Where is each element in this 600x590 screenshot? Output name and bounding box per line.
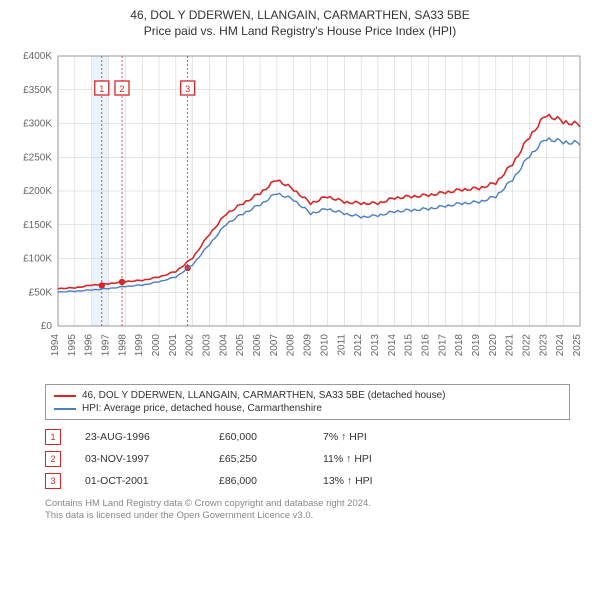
xtick-label: 2016 bbox=[420, 334, 431, 357]
xtick-label: 2014 bbox=[387, 334, 398, 357]
xtick-label: 2017 bbox=[437, 334, 448, 357]
event-price: £86,000 bbox=[219, 475, 299, 487]
xtick-label: 2010 bbox=[319, 334, 330, 357]
event-pct: 13% ↑ HPI bbox=[323, 475, 413, 487]
chart-title: 46, DOL Y DDERWEN, LLANGAIN, CARMARTHEN,… bbox=[0, 0, 600, 42]
event-pct: 11% ↑ HPI bbox=[323, 453, 413, 465]
ytick-label: £200K bbox=[23, 186, 52, 197]
ytick-label: £350K bbox=[23, 85, 52, 96]
xtick-label: 2023 bbox=[538, 334, 549, 357]
xtick-label: 1995 bbox=[67, 334, 78, 357]
event-badge-num: 2 bbox=[119, 84, 124, 94]
xtick-label: 2025 bbox=[572, 334, 583, 357]
xtick-label: 2024 bbox=[555, 334, 566, 357]
title-line-2: Price paid vs. HM Land Registry's House … bbox=[0, 24, 600, 38]
xtick-label: 2006 bbox=[252, 334, 263, 357]
legend-label: HPI: Average price, detached house, Carm… bbox=[82, 403, 322, 414]
event-badge-num: 1 bbox=[99, 84, 104, 94]
event-pct: 7% ↑ HPI bbox=[323, 431, 413, 443]
xtick-label: 2001 bbox=[168, 334, 179, 357]
xtick-label: 2015 bbox=[404, 334, 415, 357]
xtick-label: 1999 bbox=[134, 334, 145, 357]
legend: 46, DOL Y DDERWEN, LLANGAIN, CARMARTHEN,… bbox=[45, 384, 570, 420]
xtick-label: 2003 bbox=[202, 334, 213, 357]
ytick-label: £0 bbox=[41, 321, 53, 332]
chart-svg: £0 £50K £100K £150K £200K £250K £300K £350K £400… bbox=[10, 46, 590, 376]
xtick-label: 1994 bbox=[50, 334, 61, 357]
event-row-badge: 2 bbox=[45, 451, 61, 467]
xtick-label: 2008 bbox=[286, 334, 297, 357]
xtick-label: 1998 bbox=[117, 334, 128, 357]
footer-line-1: Contains HM Land Registry data © Crown c… bbox=[45, 498, 570, 510]
xtick-label: 1996 bbox=[84, 334, 95, 357]
xtick-label: 2012 bbox=[353, 334, 364, 357]
series-hpi bbox=[58, 138, 580, 292]
xtick-label: 2018 bbox=[454, 334, 465, 357]
event-price: £65,250 bbox=[219, 453, 299, 465]
legend-item: 46, DOL Y DDERWEN, LLANGAIN, CARMARTHEN,… bbox=[54, 389, 561, 402]
event-row: 3 01-OCT-2001 £86,000 13% ↑ HPI bbox=[45, 470, 570, 492]
legend-swatch bbox=[54, 395, 76, 397]
event-row: 1 23-AUG-1996 £60,000 7% ↑ HPI bbox=[45, 426, 570, 448]
footer: Contains HM Land Registry data © Crown c… bbox=[45, 498, 570, 523]
footer-line-2: This data is licensed under the Open Gov… bbox=[45, 510, 570, 522]
ytick-label: £250K bbox=[23, 152, 52, 163]
event-table: 1 23-AUG-1996 £60,000 7% ↑ HPI 2 03-NOV-1997 £… bbox=[45, 426, 570, 492]
event-row-badge: 3 bbox=[45, 473, 61, 489]
xtick-label: 2007 bbox=[269, 334, 280, 357]
ytick-label: £150K bbox=[23, 220, 52, 231]
xtick-label: 1997 bbox=[101, 334, 112, 357]
xtick-label: 2013 bbox=[370, 334, 381, 357]
line-chart: £0 £50K £100K £150K £200K £250K £300K £350K £400… bbox=[10, 46, 590, 376]
page: 46, DOL Y DDERWEN, LLANGAIN, CARMARTHEN,… bbox=[0, 0, 600, 523]
xtick-label: 2022 bbox=[521, 334, 532, 357]
xtick-label: 2000 bbox=[151, 334, 162, 357]
ytick-label: £50K bbox=[29, 287, 53, 298]
ytick-label: £300K bbox=[23, 119, 52, 130]
event-row-badge: 1 bbox=[45, 429, 61, 445]
xtick-label: 2009 bbox=[303, 334, 314, 357]
event-date: 23-AUG-1996 bbox=[85, 431, 195, 443]
xtick-label: 2020 bbox=[488, 334, 499, 357]
xtick-label: 2021 bbox=[505, 334, 516, 357]
legend-item: HPI: Average price, detached house, Carm… bbox=[54, 402, 561, 415]
event-row: 2 03-NOV-1997 £65,250 11% ↑ HPI bbox=[45, 448, 570, 470]
xtick-label: 2019 bbox=[471, 334, 482, 357]
xtick-label: 2004 bbox=[218, 334, 229, 357]
xtick-label: 2002 bbox=[185, 334, 196, 357]
event-price: £60,000 bbox=[219, 431, 299, 443]
legend-label: 46, DOL Y DDERWEN, LLANGAIN, CARMARTHEN,… bbox=[82, 390, 445, 401]
title-line-1: 46, DOL Y DDERWEN, LLANGAIN, CARMARTHEN,… bbox=[0, 8, 600, 22]
ytick-label: £100K bbox=[23, 254, 52, 265]
xtick-label: 2005 bbox=[235, 334, 246, 357]
ytick-label: £400K bbox=[23, 51, 52, 62]
event-date: 01-OCT-2001 bbox=[85, 475, 195, 487]
event-badge-num: 3 bbox=[185, 84, 190, 94]
event-date: 03-NOV-1997 bbox=[85, 453, 195, 465]
xtick-label: 2011 bbox=[336, 334, 347, 356]
series-price_paid bbox=[58, 115, 580, 289]
legend-swatch bbox=[54, 408, 76, 410]
